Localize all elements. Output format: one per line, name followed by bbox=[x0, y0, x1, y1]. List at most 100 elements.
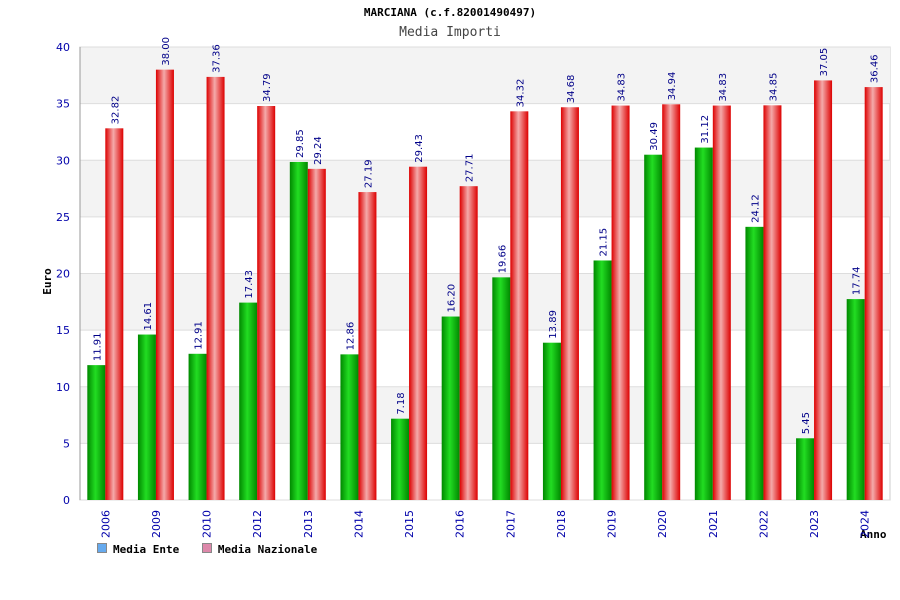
chart-title: MARCIANA (c.f.82001490497) bbox=[363, 6, 537, 19]
x-tick-label: 2006 bbox=[99, 510, 112, 538]
data-label: 27.71 bbox=[465, 154, 476, 183]
data-label: 14.61 bbox=[143, 302, 154, 331]
data-label: 30.49 bbox=[649, 122, 660, 151]
bar bbox=[644, 154, 663, 500]
x-tick-label: 2014 bbox=[352, 510, 365, 538]
y-tick-label: 25 bbox=[56, 211, 70, 224]
x-tick-label: 2016 bbox=[454, 510, 467, 538]
legend-item-media-ente: Media Ente bbox=[97, 543, 179, 556]
data-label: 29.85 bbox=[295, 129, 306, 158]
bar bbox=[796, 438, 815, 500]
data-label: 13.89 bbox=[548, 310, 559, 339]
x-tick-label: 2010 bbox=[201, 510, 214, 538]
data-label: 32.82 bbox=[110, 96, 121, 125]
data-label: 29.24 bbox=[313, 136, 324, 165]
bar bbox=[358, 192, 377, 501]
bar bbox=[391, 418, 410, 500]
bar bbox=[492, 277, 511, 500]
y-tick-label: 10 bbox=[56, 381, 70, 394]
x-tick-label: 2017 bbox=[504, 510, 517, 538]
bar bbox=[459, 186, 478, 500]
bar bbox=[510, 111, 529, 501]
bar bbox=[206, 76, 225, 500]
bar bbox=[239, 302, 258, 500]
y-tick-label: 35 bbox=[56, 98, 70, 111]
data-label: 7.18 bbox=[396, 392, 407, 414]
bar bbox=[105, 128, 124, 500]
x-axis-label: Anno bbox=[860, 528, 887, 541]
data-label: 34.85 bbox=[768, 73, 779, 102]
legend-label: Media Ente bbox=[113, 543, 180, 556]
x-tick-label: 2020 bbox=[656, 510, 669, 538]
data-label: 29.43 bbox=[414, 134, 425, 163]
x-tick-label: 2024 bbox=[859, 510, 872, 538]
bar bbox=[441, 316, 460, 500]
y-tick-label: 20 bbox=[56, 268, 70, 281]
x-tick-label: 2023 bbox=[808, 510, 821, 538]
x-tick-label: 2022 bbox=[757, 510, 770, 538]
bar bbox=[257, 106, 276, 501]
legend-item-media-nazionale: Media Nazionale bbox=[201, 543, 318, 556]
data-label: 21.15 bbox=[599, 228, 610, 257]
bar bbox=[712, 105, 731, 501]
data-label: 38.00 bbox=[161, 37, 172, 66]
bar bbox=[593, 260, 612, 500]
data-label: 34.94 bbox=[667, 72, 678, 101]
data-label: 34.79 bbox=[262, 73, 273, 102]
y-tick-label: 5 bbox=[63, 437, 70, 450]
legend: Media Ente Media Nazionale bbox=[97, 543, 333, 556]
y-tick-label: 30 bbox=[56, 154, 70, 167]
data-label: 16.20 bbox=[447, 284, 458, 313]
data-label: 11.91 bbox=[92, 332, 103, 361]
bar bbox=[409, 166, 428, 500]
x-tick-label: 2009 bbox=[150, 510, 163, 538]
data-label: 24.12 bbox=[750, 194, 761, 223]
data-label: 31.12 bbox=[700, 115, 711, 144]
bar bbox=[542, 342, 561, 500]
x-tick-label: 2019 bbox=[606, 510, 619, 538]
bar bbox=[745, 226, 764, 500]
data-label: 34.68 bbox=[566, 75, 577, 104]
bar bbox=[87, 365, 106, 500]
x-tick-label: 2015 bbox=[403, 510, 416, 538]
data-label: 19.66 bbox=[497, 245, 508, 274]
data-label: 36.46 bbox=[870, 54, 881, 83]
x-tick-label: 2021 bbox=[707, 510, 720, 538]
bar bbox=[307, 168, 326, 500]
bar bbox=[289, 161, 308, 501]
bar bbox=[560, 107, 579, 501]
bar bbox=[188, 353, 207, 500]
legend-swatch bbox=[97, 543, 107, 553]
data-label: 27.19 bbox=[363, 159, 374, 188]
y-tick-label: 0 bbox=[63, 494, 70, 507]
x-tick-label: 2018 bbox=[555, 510, 568, 538]
x-tick-label: 2013 bbox=[302, 510, 315, 538]
chart-subtitle: Media Importi bbox=[399, 25, 501, 40]
y-tick-label: 40 bbox=[56, 41, 70, 54]
bar bbox=[864, 87, 883, 500]
data-label: 34.83 bbox=[617, 73, 628, 102]
legend-swatch bbox=[201, 543, 212, 553]
data-label: 12.86 bbox=[345, 322, 356, 351]
x-tick-label: 2012 bbox=[251, 510, 264, 538]
data-label: 37.05 bbox=[819, 48, 830, 77]
y-tick-label: 15 bbox=[56, 324, 70, 337]
bar bbox=[611, 105, 630, 501]
data-label: 17.74 bbox=[852, 266, 863, 295]
data-label: 17.43 bbox=[244, 270, 255, 299]
bar bbox=[340, 354, 359, 500]
data-label: 12.91 bbox=[194, 321, 205, 350]
bar bbox=[137, 334, 156, 500]
data-label: 34.32 bbox=[515, 79, 526, 108]
bar bbox=[694, 147, 713, 501]
bar bbox=[814, 80, 833, 500]
legend-label: Media Nazionale bbox=[217, 543, 318, 556]
bar bbox=[155, 69, 174, 501]
data-label: 34.83 bbox=[718, 73, 729, 102]
bar bbox=[846, 299, 865, 500]
bar bbox=[763, 105, 782, 500]
data-label: 5.45 bbox=[801, 412, 812, 434]
bar bbox=[662, 104, 681, 500]
data-label: 37.36 bbox=[212, 44, 223, 73]
